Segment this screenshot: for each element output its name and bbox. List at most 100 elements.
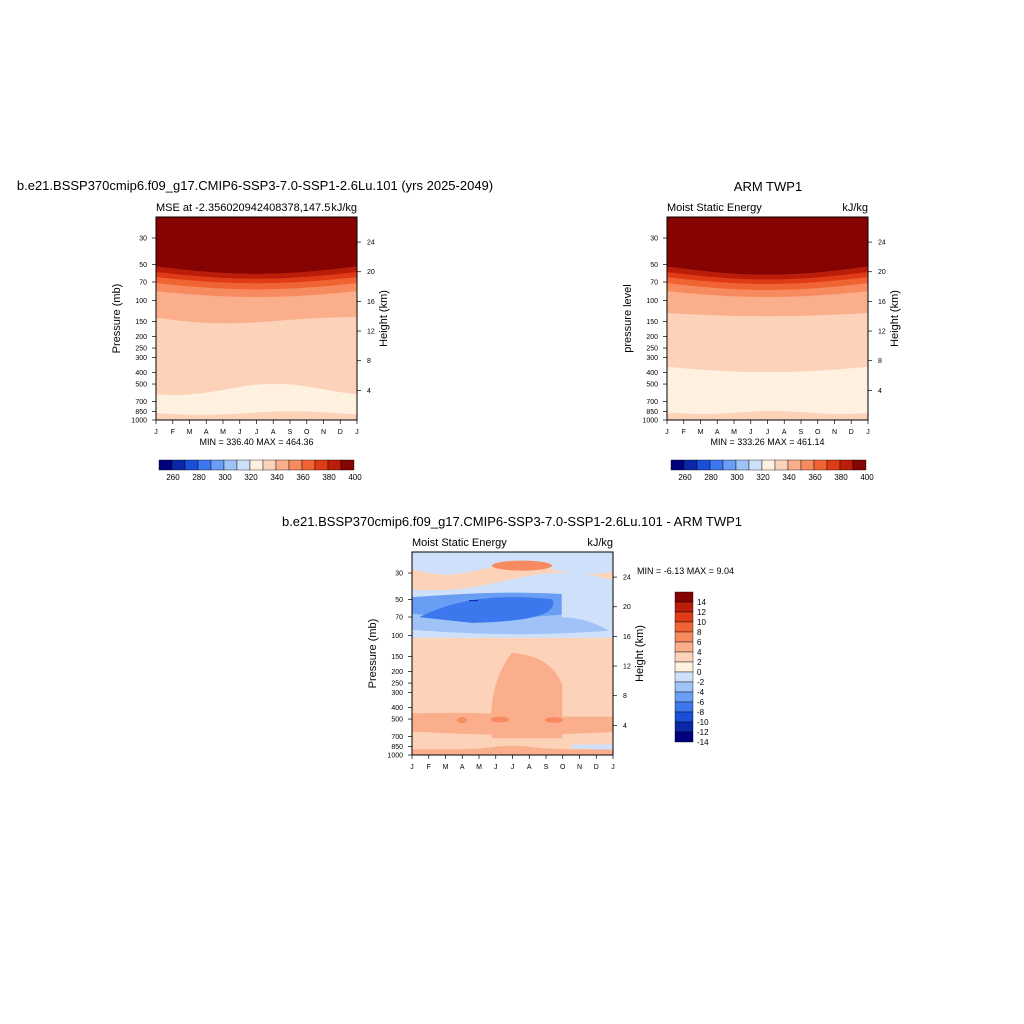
colorbar-box (674, 621, 694, 633)
y2-tick-label: 20 (623, 604, 631, 611)
x-tick-label: D (338, 429, 343, 436)
contour-band (156, 217, 357, 275)
y-tick-label: 100 (646, 298, 658, 305)
x-tick-label: A (271, 429, 276, 436)
x-tick-label: J (866, 429, 870, 436)
colorbar-box (249, 459, 264, 471)
y-tick-label: 300 (391, 690, 403, 697)
colorbar-box (223, 459, 238, 471)
colorbar-box (674, 711, 694, 723)
y-tick-label: 200 (646, 334, 658, 341)
y2-tick-label: 12 (623, 664, 631, 671)
colorbar-label: 300 (218, 473, 232, 482)
y-axis-label: Pressure (mb) (111, 284, 123, 354)
x-tick-label: M (443, 764, 449, 771)
y-tick-label: 700 (135, 399, 147, 406)
colorbar-box (800, 459, 815, 471)
x-tick-label: N (577, 764, 582, 771)
y-tick-label: 150 (646, 319, 658, 326)
contour-band (667, 217, 868, 276)
y2-tick-label: 24 (878, 240, 886, 247)
colorbar-box (722, 459, 737, 471)
x-tick-label: O (815, 429, 821, 436)
x-tick-label: J (238, 429, 242, 436)
colorbar-label: 400 (348, 473, 362, 482)
x-tick-label: J (494, 764, 498, 771)
colorbar-box (748, 459, 763, 471)
colorbar-label: 12 (697, 608, 706, 617)
colorbar-box (674, 671, 694, 683)
y-tick-label: 30 (139, 236, 147, 243)
x-tick-label: J (665, 429, 669, 436)
min-max-stats: MIN = 336.40 MAX = 464.36 (199, 437, 313, 447)
x-tick-label: A (204, 429, 209, 436)
colorbar-label: 360 (808, 473, 822, 482)
y-tick-label: 500 (135, 382, 147, 389)
y-tick-label: 70 (395, 615, 403, 622)
y-tick-label: 70 (139, 280, 147, 287)
contour-field (156, 217, 357, 420)
y-tick-label: 200 (391, 669, 403, 676)
colorbar-box (236, 459, 251, 471)
y2-tick-label: 4 (623, 723, 627, 730)
contour-band (545, 717, 563, 724)
x-tick-label: O (560, 764, 566, 771)
x-tick-label: A (782, 429, 787, 436)
colorbar-label: -8 (697, 708, 705, 717)
colorbar-box (674, 701, 694, 713)
contour-band (491, 716, 509, 723)
y-tick-label: 30 (650, 236, 658, 243)
min-max-stats: MIN = 333.26 MAX = 461.14 (710, 437, 824, 447)
y2-tick-label: 16 (367, 299, 375, 306)
y-tick-label: 1000 (131, 418, 147, 425)
x-tick-label: M (187, 429, 193, 436)
colorbar-label: 320 (756, 473, 770, 482)
colorbar-label: 280 (704, 473, 718, 482)
units-label: kJ/kg (842, 202, 868, 214)
y-axis-label: Pressure (mb) (367, 619, 379, 689)
y-tick-label: 50 (395, 597, 403, 604)
left-subtitle: MSE at -2.356020942408378,147.5 (156, 202, 330, 214)
x-tick-label: F (427, 764, 431, 771)
chart-title: b.e21.BSSP370cmip6.f09_g17.CMIP6-SSP3-7.… (282, 514, 742, 529)
y-tick-label: 300 (135, 355, 147, 362)
colorbar-box (696, 459, 711, 471)
x-tick-label: S (288, 429, 293, 436)
x-tick-label: J (611, 764, 615, 771)
colorbar-box (197, 459, 212, 471)
contour-band (571, 744, 613, 750)
colorbar-box (158, 459, 173, 471)
contour-band (156, 411, 357, 420)
x-tick-label: M (220, 429, 226, 436)
x-tick-label: M (698, 429, 704, 436)
colorbar-box (674, 681, 694, 693)
colorbar-box (852, 459, 867, 471)
contour-band (457, 717, 467, 724)
y2-tick-label: 24 (367, 240, 375, 247)
x-tick-label: J (410, 764, 414, 771)
x-tick-label: J (255, 429, 259, 436)
colorbar-label: 6 (697, 638, 702, 647)
colorbar-label: 380 (322, 473, 336, 482)
x-tick-label: F (171, 429, 175, 436)
y2-axis-label: Height (km) (889, 290, 901, 347)
colorbar-box (288, 459, 303, 471)
colorbar: 260 280 300 320 340 360 380 400 (670, 459, 874, 482)
x-tick-label: F (682, 429, 686, 436)
colorbar-box (210, 459, 225, 471)
colorbar-label: 380 (834, 473, 848, 482)
y-tick-label: 850 (646, 409, 658, 416)
y-tick-label: 400 (135, 370, 147, 377)
y-tick-label: 300 (646, 355, 658, 362)
y-tick-label: 50 (139, 262, 147, 269)
y2-tick-label: 8 (367, 358, 371, 365)
contour-band (419, 596, 554, 623)
y2-tick-label: 16 (878, 299, 886, 306)
colorbar-label: 260 (678, 473, 692, 482)
y-tick-label: 30 (395, 571, 403, 578)
contour-band (667, 313, 868, 373)
y2-tick-label: 20 (367, 269, 375, 276)
colorbar-box (735, 459, 750, 471)
x-tick-label: A (527, 764, 532, 771)
y-tick-label: 100 (135, 298, 147, 305)
